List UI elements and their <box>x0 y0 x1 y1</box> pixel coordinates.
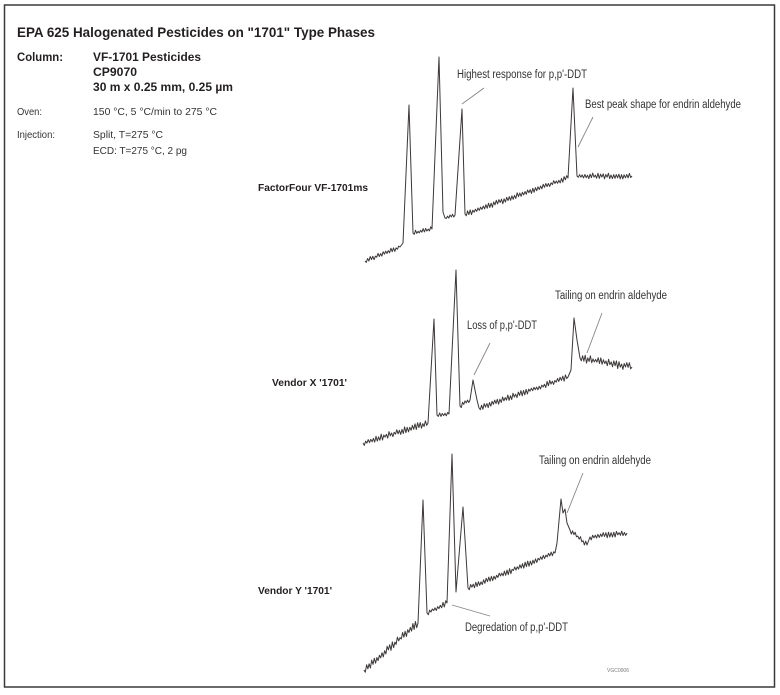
column-dimensions: 30 m x 0.25 mm, 0.25 µm <box>93 80 233 94</box>
trace-line-vendor-x <box>362 269 633 446</box>
annotation-loss-of-ddt: Loss of p,p'-DDT <box>467 320 537 332</box>
figure-header: EPA 625 Halogenated Pesticides on "1701"… <box>17 24 375 157</box>
oven-label: Oven: <box>17 106 42 118</box>
column-label: Column: <box>17 50 63 64</box>
trace-line-factorfour <box>364 56 633 263</box>
annotation-leader <box>461 87 485 105</box>
trace-label-vendor-y: Vendor Y '1701' <box>258 585 332 597</box>
oven-program: 150 °C, 5 °C/min to 275 °C <box>93 106 217 118</box>
trace-line-vendor-y <box>363 453 628 673</box>
figure-title: EPA 625 Halogenated Pesticides on "1701"… <box>17 24 375 40</box>
trace-label-vendor-x: Vendor X '1701' <box>272 377 347 389</box>
column-name: VF-1701 Pesticides <box>93 50 201 64</box>
chromatogram-vendor-y: Vendor Y '1701' Tailing on endrin aldehy… <box>258 453 651 673</box>
injection-mode: Split, T=275 °C <box>93 129 163 141</box>
annotation-best-peak-shape: Best peak shape for endrin aldehyde <box>585 99 741 111</box>
detector-settings: ECD: T=275 °C, 2 pg <box>93 145 187 157</box>
chromatogram-vendor-x: Vendor X '1701' Loss of p,p'-DDT Tailing… <box>272 269 667 446</box>
annotation-tailing-vendor-y: Tailing on endrin aldehyde <box>539 455 651 467</box>
annotation-highest-response: Highest response for p,p'-DDT <box>457 69 587 81</box>
chromatogram-factorfour: FactorFour VF-1701ms Highest response fo… <box>258 56 741 263</box>
annotation-leader <box>566 472 584 514</box>
figure-frame <box>3 4 776 688</box>
annotation-leader <box>473 342 491 376</box>
injection-label: Injection: <box>17 129 55 141</box>
figure-code: VGC0006 <box>607 668 629 674</box>
annotation-degradation-ddt: Degredation of p,p'-DDT <box>465 622 568 634</box>
column-part-number: CP9070 <box>93 65 137 79</box>
annotation-leader <box>451 604 491 617</box>
annotation-leader <box>577 116 594 148</box>
annotation-leader <box>586 312 603 354</box>
annotation-tailing-vendor-x: Tailing on endrin aldehyde <box>555 290 667 302</box>
trace-label-factorfour: FactorFour VF-1701ms <box>258 182 368 194</box>
